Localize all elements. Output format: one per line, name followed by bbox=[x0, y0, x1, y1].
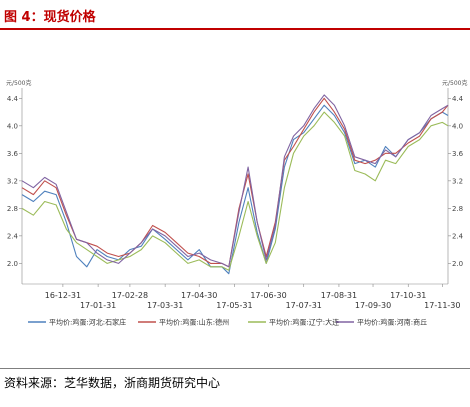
x-tick-label: 17-10-31 bbox=[390, 291, 426, 300]
x-tick-label: 17-05-31 bbox=[216, 301, 252, 310]
series-lines bbox=[21, 94, 449, 275]
figure-title: 图 4：现货价格 bbox=[4, 10, 96, 25]
right-y-ticks: 2.0 2.4 2.8 3.2 3.6 4.0 4.4 bbox=[448, 95, 464, 268]
series-line-1 bbox=[21, 104, 449, 275]
legend-label-2: 平均价:鸡蛋:山东:德州 bbox=[159, 318, 229, 327]
x-tick-label: 17-01-31 bbox=[80, 301, 116, 310]
x-tick-label: 17-11-30 bbox=[424, 301, 460, 310]
x-tick-label: 16-12-31 bbox=[45, 291, 81, 300]
legend-label-4: 平均价:鸡蛋:河南:商丘 bbox=[357, 318, 427, 327]
left-y-tick-label: 3.6 bbox=[7, 150, 19, 158]
right-y-tick-label: 3.2 bbox=[452, 177, 463, 185]
header-rule bbox=[0, 28, 470, 30]
x-tick-label: 17-03-31 bbox=[147, 301, 183, 310]
right-y-tick-label: 3.6 bbox=[452, 150, 464, 158]
left-y-tick-label: 2.0 bbox=[7, 260, 18, 268]
footer-rule bbox=[0, 368, 470, 369]
right-y-tick-label: 2.8 bbox=[452, 205, 463, 213]
x-ticks: 16-12-3117-01-3117-02-2817-03-3117-04-30… bbox=[45, 284, 460, 310]
left-y-ticks: 2.0 2.4 2.8 3.2 3.6 4.0 4.4 bbox=[7, 95, 22, 268]
x-tick-label: 17-04-30 bbox=[181, 291, 217, 300]
left-y-tick-label: 4.4 bbox=[7, 95, 19, 103]
left-y-tick-label: 2.4 bbox=[7, 232, 19, 240]
right-y-tick-label: 2.4 bbox=[452, 232, 464, 240]
right-y-tick-label: 2.0 bbox=[452, 260, 463, 268]
x-tick-label: 17-09-30 bbox=[355, 301, 391, 310]
legend-label-1: 平均价:鸡蛋:河北:石家庄 bbox=[49, 318, 126, 327]
right-y-tick-label: 4.4 bbox=[452, 95, 464, 103]
left-y-tick-label: 3.2 bbox=[7, 177, 18, 185]
legend-label-3: 平均价:鸡蛋:辽宁:大连 bbox=[269, 318, 339, 327]
left-y-tick-label: 4.0 bbox=[7, 122, 18, 130]
left-y-tick-label: 2.8 bbox=[7, 205, 18, 213]
series-line-4 bbox=[21, 94, 449, 268]
x-tick-label: 17-07-31 bbox=[286, 301, 322, 310]
price-line-chart: 元/500克 元/500克 2.02.42.83.23.64.04.4 2.02… bbox=[6, 79, 467, 327]
left-axis-unit: 元/500克 bbox=[6, 79, 31, 87]
source-note: 资料来源：芝华数据，浙商期货研究中心 bbox=[4, 376, 221, 390]
right-y-tick-label: 4.0 bbox=[452, 122, 463, 130]
x-tick-label: 17-06-30 bbox=[250, 291, 286, 300]
right-axis-unit: 元/500克 bbox=[442, 79, 467, 87]
x-tick-label: 17-02-28 bbox=[112, 291, 148, 300]
series-line-3 bbox=[21, 111, 449, 271]
legend: 平均价:鸡蛋:河北:石家庄 平均价:鸡蛋:山东:德州 平均价:鸡蛋:辽宁:大连 平均价… bbox=[28, 318, 427, 327]
x-tick-label: 17-08-31 bbox=[321, 291, 357, 300]
